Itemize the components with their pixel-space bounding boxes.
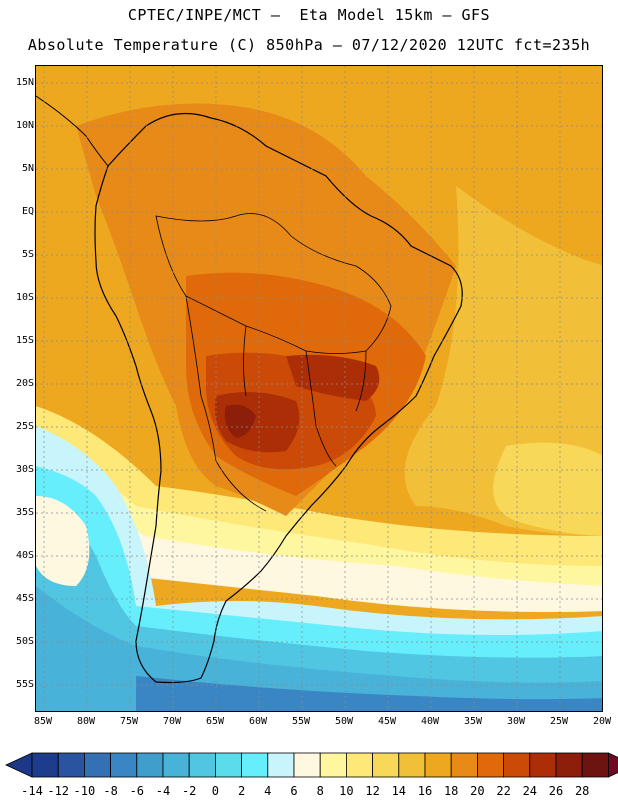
colorbar-label: -10 — [73, 784, 96, 798]
field-chile-coast — [36, 496, 90, 586]
latitude-label: 15N — [15, 77, 34, 88]
colorbar-label: -4 — [155, 784, 171, 798]
continent-hot-zone-26-28 — [224, 404, 256, 438]
colorbar-swatch — [319, 752, 347, 778]
longitude-label: 45W — [377, 716, 397, 727]
colorbar-label: 28 — [574, 784, 590, 798]
longitude-label: 55W — [291, 716, 311, 727]
country-borders — [155, 213, 392, 512]
colorbar-label: 2 — [237, 784, 246, 798]
latitude-label: 35S — [15, 507, 34, 518]
chart-title-line-2: Absolute Temperature (C) 850hPa – 07/12/… — [27, 36, 591, 54]
colorbar-swatch — [267, 752, 295, 778]
colorbar-label: 24 — [522, 784, 538, 798]
colorbar-high-arrow — [608, 752, 618, 778]
colorbar-swatch — [110, 752, 138, 778]
latitude-label: 5N — [21, 163, 34, 174]
colorbar-label: -2 — [181, 784, 197, 798]
colorbar-swatch — [188, 752, 216, 778]
longitude-label: 50W — [334, 716, 354, 727]
longitude-label: 20W — [592, 716, 612, 727]
colorbar-label: 16 — [417, 784, 433, 798]
latitude-label: EQ — [21, 206, 34, 217]
latitude-label: 55S — [15, 679, 34, 690]
longitude-label: 30W — [506, 716, 526, 727]
colorbar-label: -6 — [129, 784, 145, 798]
colorbar-swatch — [57, 752, 85, 778]
colorbar-label: -8 — [103, 784, 118, 798]
colorbar-label: 8 — [316, 784, 324, 798]
longitude-label: 60W — [248, 716, 268, 727]
colorbar-swatch — [31, 752, 59, 778]
colorbar-swatch — [372, 752, 400, 778]
latitude-label: 10S — [15, 292, 34, 303]
continent-hot-zone-brazil — [286, 354, 380, 401]
colorbar-swatch — [424, 752, 452, 778]
temperature-map — [35, 65, 603, 712]
colorbar-swatch — [476, 752, 504, 778]
colorbar-label: 22 — [496, 784, 511, 798]
latitude-label: 30S — [15, 464, 34, 475]
latitude-label: 10N — [15, 120, 34, 131]
longitude-label: 65W — [205, 716, 225, 727]
colorbar-swatch — [214, 752, 242, 778]
colorbar-swatch — [345, 752, 373, 778]
colorbar-swatch — [581, 752, 609, 778]
colorbar-swatch — [136, 752, 164, 778]
latitude-label: 25S — [15, 421, 34, 432]
colorbar-swatch — [241, 752, 269, 778]
latitude-label: 50S — [15, 636, 34, 647]
colorbar-label: 20 — [470, 784, 485, 798]
colorbar-label: 12 — [365, 784, 380, 798]
longitude-label: 80W — [76, 716, 96, 727]
colorbar-swatch — [84, 752, 112, 778]
south-america-coastline — [94, 112, 463, 684]
longitude-label: 70W — [162, 716, 182, 727]
longitude-label: 35W — [463, 716, 483, 727]
colorbar-label: 18 — [443, 784, 459, 798]
longitude-label: 40W — [420, 716, 440, 727]
colorbar-label: 6 — [290, 784, 298, 798]
colorbar-swatch — [555, 752, 583, 778]
latitude-label: 5S — [21, 249, 34, 260]
longitude-label: 25W — [549, 716, 569, 727]
longitude-label: 85W — [33, 716, 53, 727]
colorbar-swatch — [450, 752, 478, 778]
colorbar-label: -12 — [47, 784, 70, 798]
temperature-map-svg — [36, 66, 602, 711]
colorbar-low-arrow — [5, 752, 33, 778]
latitude-label: 40S — [15, 550, 34, 561]
field-minus6-minus4 — [136, 676, 602, 711]
colorbar-label: -14 — [21, 784, 43, 798]
colorbar-swatch — [162, 752, 190, 778]
chart-title-line-1: CPTEC/INPE/MCT – Eta Model 15km – GFS — [127, 6, 491, 24]
colorbar-label: 10 — [339, 784, 354, 798]
colorbar-swatch — [293, 752, 321, 778]
latitude-label: 45S — [15, 593, 34, 604]
colorbar-label: 14 — [391, 784, 407, 798]
colorbar — [5, 752, 618, 778]
field-minus2-0 — [36, 586, 602, 711]
central-america-coastline — [36, 95, 109, 167]
field-6-8 — [36, 486, 602, 612]
colorbar-label: 26 — [548, 784, 564, 798]
latitude-label: 20S — [15, 378, 34, 389]
latitude-label: 15S — [15, 335, 34, 346]
colorbar-swatch — [398, 752, 426, 778]
colorbar-label: 0 — [211, 784, 219, 798]
colorbar-swatch — [529, 752, 557, 778]
colorbar-swatch — [503, 752, 531, 778]
colorbar-label: 4 — [264, 784, 272, 798]
longitude-label: 75W — [119, 716, 139, 727]
field-12-14 — [493, 442, 602, 536]
